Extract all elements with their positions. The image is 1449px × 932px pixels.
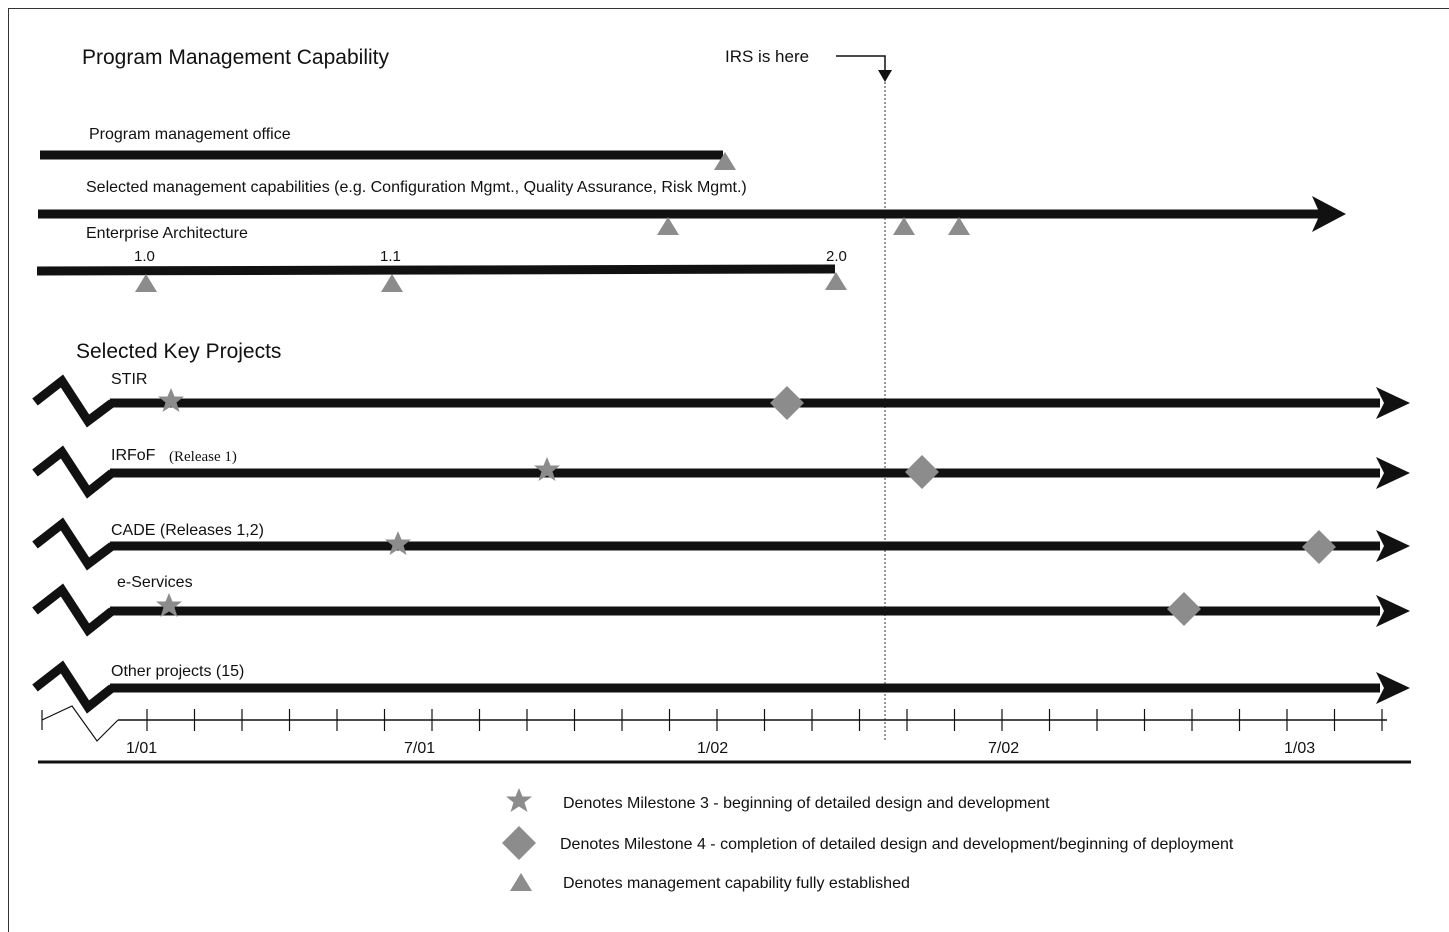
triangle-icon [893,217,915,235]
project-label: Other projects (15) [111,663,244,680]
diamond-icon [905,455,939,489]
program-management-heading: Program Management Capability [82,46,389,69]
tick-label: 7/02 [988,740,1019,757]
capability-row: Selected management capabilities (e.g. C… [38,179,1346,235]
project-row: e-Services [32,574,1410,637]
version-label: 1.1 [380,248,401,265]
current-date-marker: IRS is here [725,47,892,740]
diamond-icon [502,826,536,860]
project-row: IRFoF (Release 1) [32,445,1410,499]
capability-bar [36,264,836,276]
project-note: (Release 1) [169,449,237,465]
time-axis: 1/01 7/01 1/02 7/02 1/03 [38,705,1411,764]
tick-label: 1/01 [126,740,157,757]
triangle-icon [657,217,679,235]
project-label: STIR [111,371,147,388]
diamond-icon [1302,530,1336,564]
axis-break-icon [41,705,119,742]
break-icon [32,583,115,637]
triangle-icon [948,217,970,235]
arrowhead-icon [1376,530,1410,562]
legend-text: Denotes Milestone 3 - beginning of detai… [563,795,1050,812]
version-label: 2.0 [826,248,847,265]
arrowhead-icon [1376,595,1410,627]
capability-label: Selected management capabilities (e.g. C… [86,179,747,196]
project-label: IRFoF [111,447,156,464]
capability-label: Program management office [89,126,291,143]
project-label: e-Services [117,574,193,591]
legend-text: Denotes Milestone 4 - completion of deta… [560,836,1234,853]
project-row: Other projects (15) [32,660,1410,714]
triangle-icon [510,873,532,891]
arrowhead-icon [1376,457,1410,489]
tick-label: 1/03 [1284,740,1315,757]
diamond-icon [770,386,804,420]
diamond-icon [1167,592,1201,626]
triangle-icon [135,274,157,292]
arrowhead-icon [1312,196,1346,232]
tick-label: 1/02 [697,740,728,757]
break-icon [32,445,115,499]
star-icon [506,788,532,812]
break-icon [32,517,115,571]
diagram-frame [8,8,1449,932]
project-label: CADE (Releases 1,2) [111,522,264,539]
capability-label: Enterprise Architecture [86,225,248,242]
version-label: 1.0 [134,248,155,265]
current-marker-label: IRS is here [725,47,809,66]
break-icon [32,374,115,428]
legend-text: Denotes management capability fully esta… [563,875,910,892]
triangle-icon [381,274,403,292]
arrowhead-icon [1376,387,1410,419]
triangle-icon [825,272,847,290]
capability-row: Program management office [40,126,736,170]
key-projects-heading: Selected Key Projects [76,340,281,363]
capability-row: Enterprise Architecture 1.0 1.1 2.0 [36,225,847,292]
arrowhead-icon [1376,672,1410,704]
legend: Denotes Milestone 3 - beginning of detai… [502,788,1234,892]
break-icon [32,660,115,714]
project-row: CADE (Releases 1,2) [32,517,1410,571]
project-row: STIR [32,371,1410,428]
down-arrow-icon [878,70,892,82]
tick-label: 7/01 [404,740,435,757]
axis-ticks [146,709,1383,731]
